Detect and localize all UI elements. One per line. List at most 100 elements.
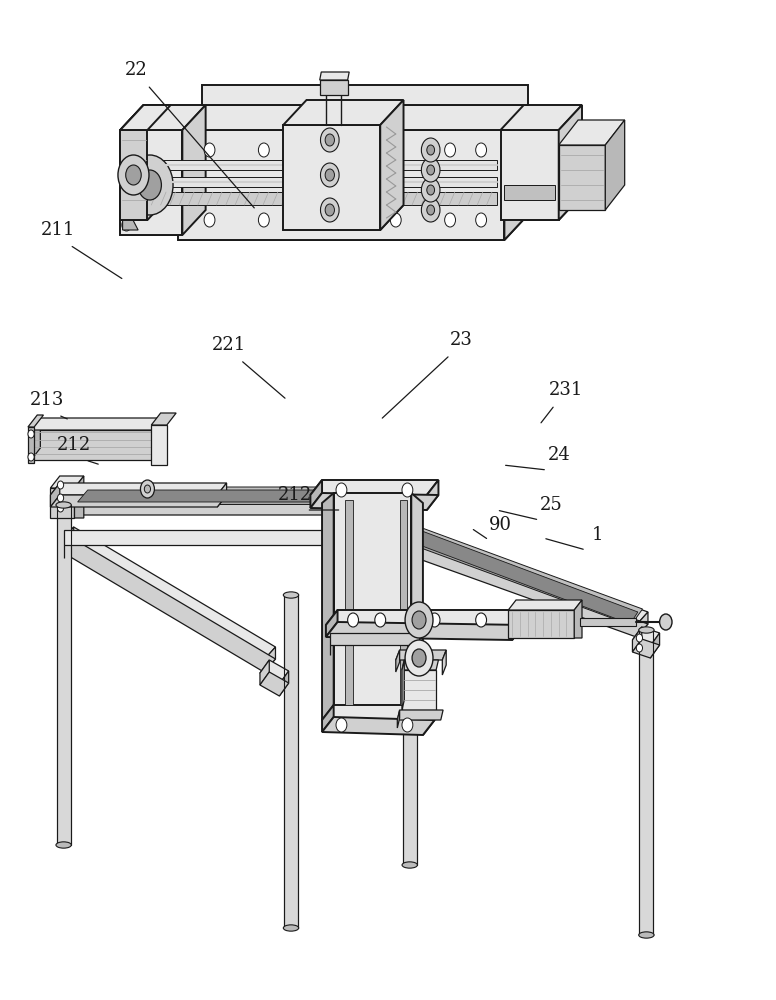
Polygon shape xyxy=(74,476,84,518)
Polygon shape xyxy=(202,85,528,105)
Circle shape xyxy=(126,165,141,185)
Circle shape xyxy=(328,143,339,157)
Circle shape xyxy=(390,143,401,157)
Polygon shape xyxy=(423,705,435,735)
Polygon shape xyxy=(322,705,334,732)
Polygon shape xyxy=(397,710,400,728)
Polygon shape xyxy=(120,105,206,130)
Circle shape xyxy=(122,159,131,171)
Circle shape xyxy=(118,155,149,195)
Polygon shape xyxy=(334,493,411,710)
Polygon shape xyxy=(330,633,419,645)
Circle shape xyxy=(402,718,413,732)
Circle shape xyxy=(421,198,440,222)
Polygon shape xyxy=(310,493,438,510)
Circle shape xyxy=(204,143,215,157)
Circle shape xyxy=(28,453,34,461)
Polygon shape xyxy=(31,418,165,430)
Circle shape xyxy=(636,634,643,642)
Ellipse shape xyxy=(56,502,71,508)
Polygon shape xyxy=(264,647,275,672)
Circle shape xyxy=(320,163,339,187)
Polygon shape xyxy=(322,717,435,735)
Circle shape xyxy=(57,494,64,502)
Polygon shape xyxy=(123,200,138,230)
Ellipse shape xyxy=(639,627,654,633)
Circle shape xyxy=(405,640,433,676)
Polygon shape xyxy=(402,537,633,626)
Polygon shape xyxy=(50,483,227,495)
Polygon shape xyxy=(120,210,206,235)
Ellipse shape xyxy=(639,932,654,938)
Polygon shape xyxy=(151,413,176,425)
Polygon shape xyxy=(504,185,555,200)
Polygon shape xyxy=(632,627,642,652)
Circle shape xyxy=(336,483,347,497)
Circle shape xyxy=(320,198,339,222)
Polygon shape xyxy=(636,612,648,637)
Circle shape xyxy=(57,504,64,512)
Polygon shape xyxy=(402,670,436,710)
Polygon shape xyxy=(120,105,144,220)
Polygon shape xyxy=(64,530,410,545)
Circle shape xyxy=(636,644,643,652)
Polygon shape xyxy=(62,539,275,672)
Text: 24: 24 xyxy=(547,446,570,464)
Circle shape xyxy=(126,155,173,215)
Polygon shape xyxy=(283,205,404,230)
Polygon shape xyxy=(62,527,275,660)
Polygon shape xyxy=(50,488,74,518)
Circle shape xyxy=(412,649,426,667)
Polygon shape xyxy=(400,539,648,637)
Circle shape xyxy=(421,158,440,182)
Polygon shape xyxy=(70,487,407,500)
Polygon shape xyxy=(345,500,353,705)
Circle shape xyxy=(28,430,34,438)
Polygon shape xyxy=(650,633,660,658)
Circle shape xyxy=(429,613,440,627)
Polygon shape xyxy=(605,120,625,210)
Polygon shape xyxy=(50,495,227,507)
Polygon shape xyxy=(400,527,411,552)
Polygon shape xyxy=(508,610,574,638)
Circle shape xyxy=(144,485,151,493)
Text: 231: 231 xyxy=(549,381,584,399)
Circle shape xyxy=(122,194,131,206)
Circle shape xyxy=(427,145,435,155)
Polygon shape xyxy=(310,480,438,495)
Circle shape xyxy=(476,613,487,627)
Circle shape xyxy=(140,480,154,498)
Polygon shape xyxy=(260,672,289,696)
Polygon shape xyxy=(57,505,71,845)
Polygon shape xyxy=(178,105,528,130)
Circle shape xyxy=(427,165,435,175)
Polygon shape xyxy=(182,105,206,235)
Polygon shape xyxy=(70,500,396,504)
Ellipse shape xyxy=(56,842,71,848)
Polygon shape xyxy=(326,610,524,625)
Polygon shape xyxy=(402,524,643,622)
Polygon shape xyxy=(402,660,404,710)
Circle shape xyxy=(325,169,334,181)
Polygon shape xyxy=(31,418,40,460)
Polygon shape xyxy=(310,480,322,508)
Polygon shape xyxy=(62,527,74,552)
Circle shape xyxy=(390,213,401,227)
Polygon shape xyxy=(400,490,411,515)
Polygon shape xyxy=(62,502,411,515)
Circle shape xyxy=(258,213,269,227)
Polygon shape xyxy=(501,195,582,220)
Polygon shape xyxy=(120,105,171,130)
Circle shape xyxy=(258,143,269,157)
Polygon shape xyxy=(403,532,417,865)
Polygon shape xyxy=(559,145,605,210)
Text: 25: 25 xyxy=(539,496,563,514)
Circle shape xyxy=(402,483,413,497)
Ellipse shape xyxy=(402,529,417,535)
Polygon shape xyxy=(120,130,182,235)
Polygon shape xyxy=(504,105,528,240)
Polygon shape xyxy=(402,660,438,670)
Circle shape xyxy=(328,213,339,227)
Text: 22: 22 xyxy=(124,61,147,79)
Circle shape xyxy=(421,178,440,202)
